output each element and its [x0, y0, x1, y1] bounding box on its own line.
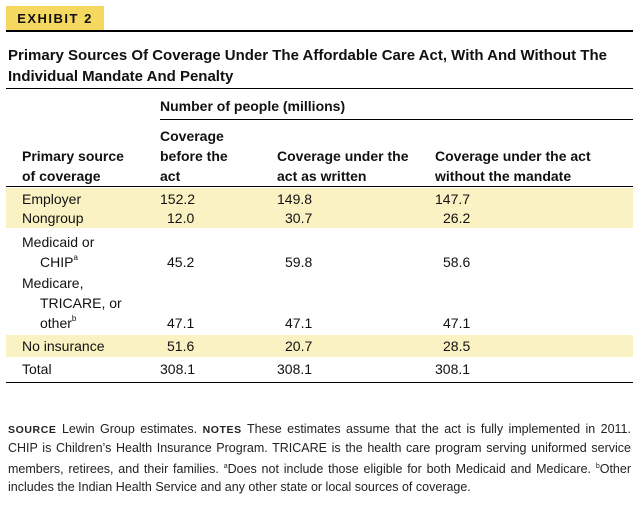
row-label-medicare-line2: TRICARE, or	[40, 295, 122, 311]
table-bottom-rule	[6, 382, 633, 383]
header-before-act: Coverage before the act	[160, 126, 228, 186]
cell-employer-written: 149.8	[277, 191, 313, 207]
header-source-line1: Primary source	[22, 148, 124, 164]
exhibit-title: Primary Sources Of Coverage Under The Af…	[8, 47, 607, 85]
cell-nongroup-written: 30.7	[285, 210, 313, 226]
header-mandate-line2: without the mandate	[435, 168, 572, 184]
header-source: Primary source of coverage	[22, 146, 124, 186]
footnote-marker-b: b	[71, 314, 77, 324]
group-rule	[160, 119, 633, 120]
header-as-written: Coverage under the act as written	[277, 146, 408, 186]
title-rule	[6, 88, 633, 89]
footnote-b-text: Other includes the Indian Health Service…	[8, 461, 631, 495]
header-mandate-line1: Coverage under the act	[435, 148, 591, 164]
header-before-line2: before the	[160, 148, 228, 164]
cell-medicaid-written: 59.8	[285, 254, 313, 270]
header-source-line2: of coverage	[22, 168, 101, 184]
exhibit-label: EXHIBIT 2	[17, 10, 93, 26]
cell-total-before: 308.1	[160, 361, 196, 377]
cell-medicare-mandate: 47.1	[443, 315, 471, 331]
footnote-a-text: Does not include those eligible for both…	[227, 461, 592, 476]
header-written-line1: Coverage under the	[277, 148, 409, 164]
row-label-chip: CHIP	[40, 254, 74, 270]
row-band-employer-nongroup	[6, 188, 633, 228]
row-label-employer: Employer	[22, 191, 82, 207]
note-marker-a: a	[223, 462, 228, 470]
cell-total-mandate: 308.1	[435, 361, 471, 377]
row-label-medicaid-line1: Medicaid or	[22, 234, 95, 250]
row-label-other: other	[40, 315, 72, 331]
row-band-no-insurance	[6, 335, 633, 357]
row-label-no-insurance: No insurance	[22, 338, 105, 354]
header-rule	[6, 186, 633, 187]
source-label: SOURCE	[8, 424, 57, 436]
header-before-line1: Coverage	[160, 128, 224, 144]
cell-employer-mandate: 147.7	[435, 191, 471, 207]
notes-label: NOTES	[202, 424, 242, 436]
row-label-total: Total	[22, 361, 52, 377]
header-written-line2: act as written	[277, 168, 367, 184]
column-group-header: Number of people (millions)	[160, 98, 346, 114]
row-label-medicare-line3: otherb	[40, 313, 76, 333]
cell-medicare-written: 47.1	[285, 315, 313, 331]
row-label-nongroup: Nongroup	[22, 210, 84, 226]
notes-text: These estimates assume that the act is f…	[8, 422, 631, 476]
header-before-line3: act	[160, 168, 181, 184]
exhibit-badge: EXHIBIT 2	[6, 6, 104, 30]
cell-no-insurance-mandate: 28.5	[443, 338, 471, 354]
row-label-medicare-line1: Medicare,	[22, 275, 84, 291]
header-without-mandate: Coverage under the act without the manda…	[435, 146, 591, 186]
cell-total-written: 308.1	[277, 361, 313, 377]
cell-no-insurance-written: 20.7	[285, 338, 313, 354]
top-rule	[6, 30, 633, 32]
cell-nongroup-before: 12.0	[167, 210, 195, 226]
row-label-medicaid-line2: CHIPa	[40, 252, 78, 272]
cell-no-insurance-before: 51.6	[167, 338, 195, 354]
source-text: Lewin Group estimates.	[61, 422, 198, 436]
cell-medicaid-mandate: 58.6	[443, 254, 471, 270]
source-notes: SOURCE Lewin Group estimates. NOTES Thes…	[8, 420, 631, 496]
footnote-marker-a: a	[73, 253, 78, 263]
cell-medicare-before: 47.1	[167, 315, 195, 331]
cell-medicaid-before: 45.2	[167, 254, 195, 270]
note-marker-b: b	[595, 462, 600, 470]
cell-nongroup-mandate: 26.2	[443, 210, 471, 226]
cell-employer-before: 152.2	[160, 191, 196, 207]
